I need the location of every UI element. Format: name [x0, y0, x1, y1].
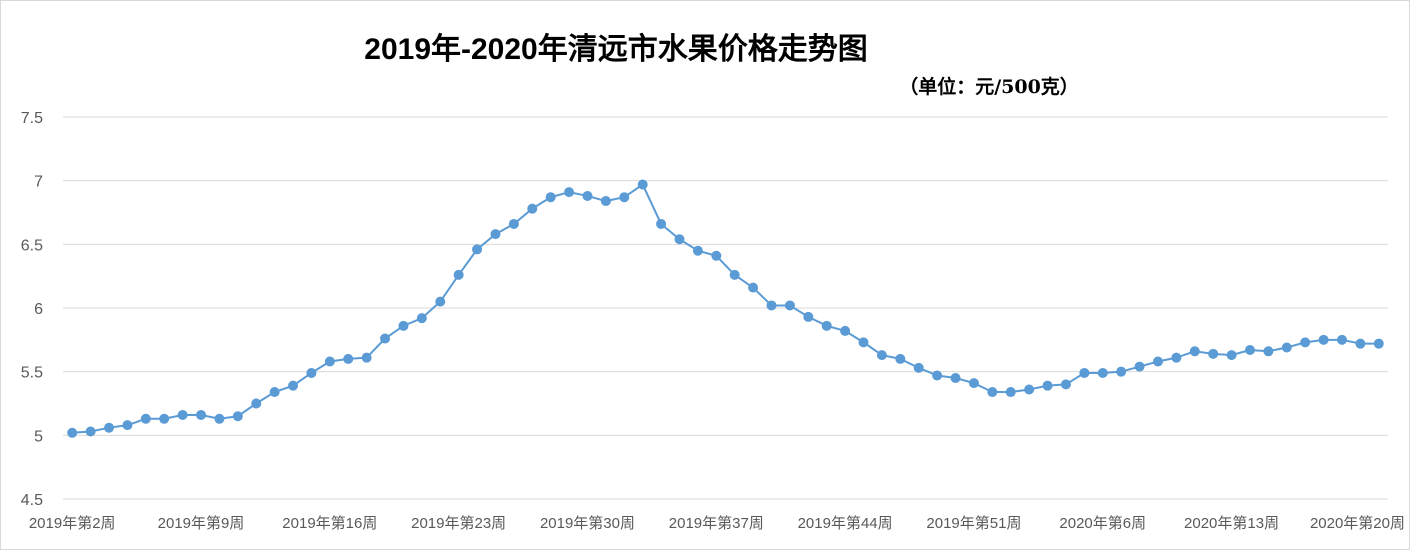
data-point	[324, 356, 335, 367]
y-tick-label: 7	[34, 174, 43, 191]
data-point	[766, 300, 777, 311]
data-point	[600, 196, 611, 207]
data-point	[803, 311, 814, 322]
data-point	[453, 269, 464, 280]
x-tick-label: 2019年第44周	[798, 514, 893, 532]
data-point	[508, 218, 519, 229]
data-point	[1079, 367, 1090, 378]
data-point	[582, 190, 593, 201]
data-point	[913, 362, 924, 373]
x-tick-label: 2020年第20周	[1310, 514, 1405, 532]
data-point	[784, 300, 795, 311]
series-layer	[67, 179, 1384, 438]
data-point	[472, 244, 483, 255]
data-point	[821, 320, 832, 331]
data-point	[140, 413, 151, 424]
data-point	[398, 320, 409, 331]
data-point	[1373, 338, 1384, 349]
data-point	[1171, 352, 1182, 363]
data-point	[177, 409, 188, 420]
data-point	[1116, 366, 1127, 377]
data-point	[196, 409, 207, 420]
grid-lines	[63, 116, 1388, 500]
data-point	[674, 234, 685, 245]
data-point	[343, 353, 354, 364]
data-point	[306, 367, 317, 378]
data-point	[380, 333, 391, 344]
data-point	[987, 387, 998, 398]
data-point	[619, 192, 630, 203]
chart-title: 2019年-2020年清远市水果价格走势图	[364, 32, 867, 66]
x-tick-label: 2020年第6周	[1059, 514, 1146, 532]
data-point	[214, 413, 225, 424]
data-point	[1244, 345, 1255, 356]
data-point	[1336, 334, 1347, 345]
unit-label: （单位：元/500克）	[899, 75, 1079, 98]
data-point	[564, 187, 575, 198]
data-point	[122, 420, 133, 431]
y-tick-label: 4.5	[21, 492, 43, 509]
data-point	[932, 370, 943, 381]
data-point	[1024, 384, 1035, 395]
data-point	[1152, 356, 1163, 367]
data-point	[950, 373, 961, 384]
data-point	[858, 337, 869, 348]
data-point	[876, 350, 887, 361]
x-tick-label: 2019年第9周	[158, 514, 245, 532]
y-tick-label: 5	[34, 428, 43, 445]
data-point	[637, 179, 648, 190]
data-point	[711, 250, 722, 261]
data-point	[1355, 338, 1366, 349]
data-point	[545, 192, 556, 203]
data-point	[656, 218, 667, 229]
data-point	[840, 325, 851, 336]
data-point	[435, 296, 446, 307]
data-point	[1005, 387, 1016, 398]
data-point	[1097, 367, 1108, 378]
data-point	[1226, 350, 1237, 361]
data-point	[1300, 337, 1311, 348]
data-point	[1281, 342, 1292, 353]
data-point	[729, 269, 740, 280]
data-point	[1208, 348, 1219, 359]
data-point	[1189, 346, 1200, 357]
data-point	[1318, 334, 1329, 345]
data-point	[527, 203, 538, 214]
x-tick-label: 2019年第23周	[411, 514, 506, 532]
x-tick-label: 2019年第51周	[926, 514, 1021, 532]
data-point	[1134, 361, 1145, 372]
data-point	[1263, 346, 1274, 357]
data-point	[895, 353, 906, 364]
data-point	[288, 380, 299, 391]
data-point	[1060, 379, 1071, 390]
data-point	[232, 411, 243, 422]
series-line	[72, 182, 1379, 434]
x-tick-label: 2019年第37周	[669, 514, 764, 532]
x-tick-label: 2019年第16周	[282, 514, 377, 532]
y-tick-label: 5.5	[21, 365, 43, 382]
data-point	[692, 245, 703, 256]
data-point	[159, 413, 170, 424]
data-point	[67, 427, 78, 438]
data-point	[1042, 380, 1053, 391]
x-tick-label: 2019年第2周	[29, 514, 116, 532]
y-tick-label: 6	[34, 301, 43, 318]
y-axis-ticks: 4.5 5 5.5 6 6.5 7 7.5	[21, 110, 43, 509]
y-tick-label: 7.5	[21, 110, 43, 127]
data-point	[269, 387, 280, 398]
x-tick-label: 2020年第13周	[1184, 514, 1279, 532]
data-point	[85, 426, 96, 437]
y-tick-label: 6.5	[21, 237, 43, 254]
data-point	[748, 282, 759, 293]
data-point	[968, 378, 979, 389]
data-point	[490, 229, 501, 240]
data-point	[416, 313, 427, 324]
x-axis-ticks: 2019年第2周 2019年第9周 2019年第16周 2019年第23周 2019年第…	[29, 514, 1405, 532]
data-point	[251, 398, 262, 409]
data-point	[104, 422, 115, 433]
data-point	[361, 352, 372, 363]
x-tick-label: 2019年第30周	[540, 514, 635, 532]
